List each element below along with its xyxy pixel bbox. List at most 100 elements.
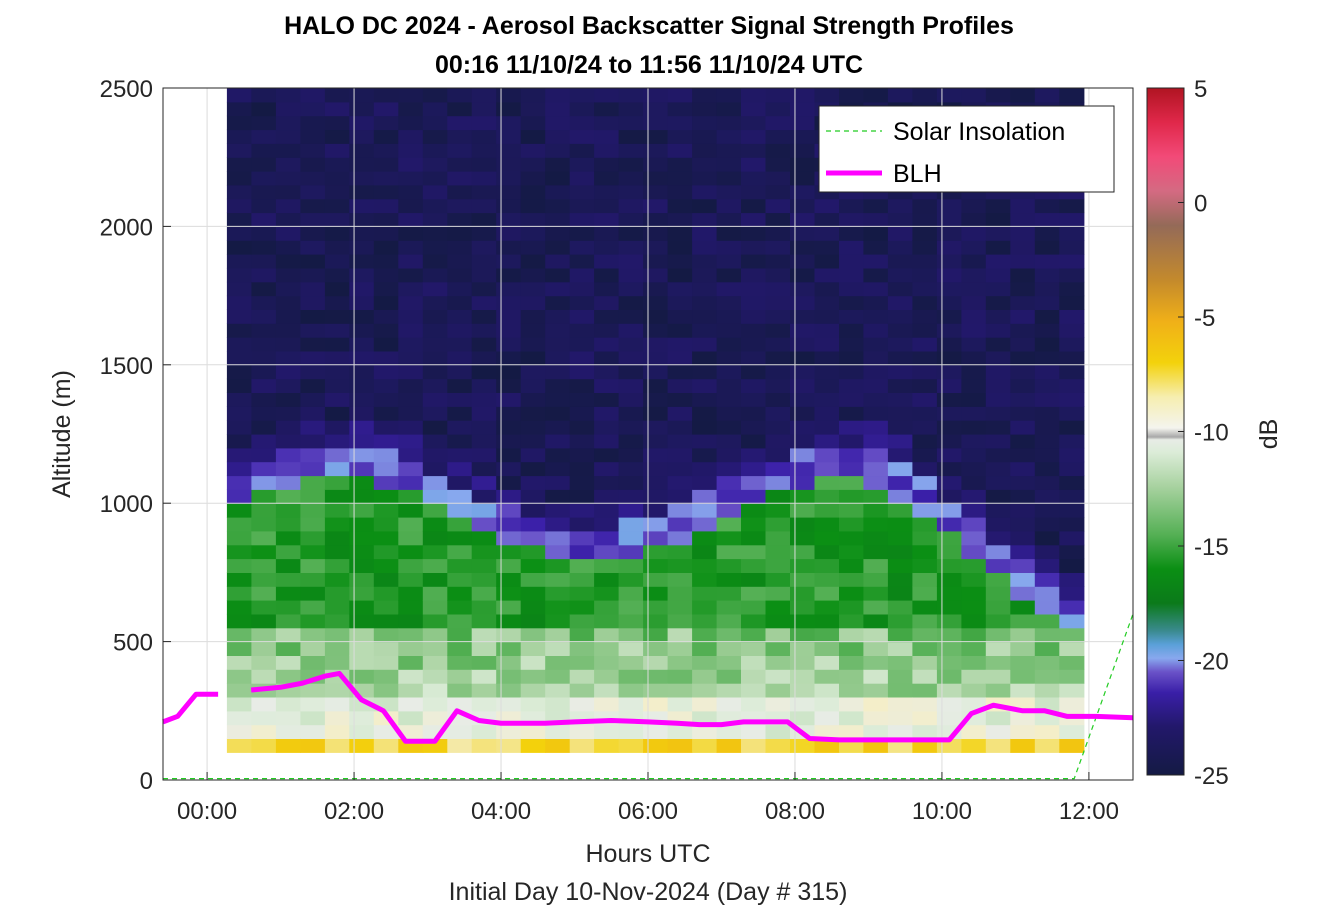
heatmap-cell [251,586,277,601]
heatmap-cell [887,641,913,656]
heatmap-cell [520,572,546,587]
heatmap-cell [839,351,865,366]
heatmap-cell [496,517,522,532]
heatmap-cell [961,406,987,421]
heatmap-cell [520,461,546,477]
heatmap-cell [373,655,399,670]
heatmap-cell [863,406,889,421]
y-tick-label: 1500 [100,353,153,380]
heatmap-cell [349,88,375,103]
heatmap-cell [373,378,399,393]
heatmap-cell [398,420,424,435]
heatmap-cell [275,323,301,338]
heatmap-cell [545,129,571,144]
heatmap-cell [912,240,938,255]
heatmap-cell [226,530,252,546]
heatmap-cell [1034,447,1060,463]
heatmap-cell [226,364,252,380]
heatmap-cell [496,558,522,573]
heatmap-cell [741,88,767,103]
heatmap-cell [643,281,669,297]
heatmap-cell [839,88,865,103]
heatmap-cell [471,309,497,324]
heatmap-cell [839,364,865,380]
heatmap-cell [765,627,791,643]
heatmap-cell [471,323,497,338]
heatmap-cell [643,171,669,186]
heatmap-cell [814,254,840,269]
heatmap-cell [741,309,767,324]
heatmap-cell [814,724,840,739]
heatmap-cell [569,88,595,103]
heatmap-cell [741,267,767,283]
heatmap-cell [887,309,913,324]
heatmap-cell [300,517,326,532]
heatmap-cell [349,184,375,200]
heatmap-cell [545,364,571,380]
heatmap-cell [618,697,644,712]
heatmap-cell [422,641,448,656]
heatmap-cell [887,503,913,518]
heatmap-cell [741,724,767,739]
heatmap-cell [692,489,718,504]
heatmap-cell [936,627,962,643]
heatmap-cell [790,558,816,573]
heatmap-cell [422,655,448,670]
heatmap-cell [324,641,350,656]
heatmap-cell [496,171,522,186]
heatmap-cell [985,503,1011,518]
heatmap-cell [275,710,301,726]
heatmap-cell [300,544,326,560]
heatmap-cell [692,392,718,407]
heatmap-cell [912,669,938,684]
heatmap-cell [496,364,522,380]
heatmap-cell [985,600,1011,615]
heatmap-cell [275,143,301,158]
heatmap-cell [594,212,620,227]
heatmap-cell [251,364,277,380]
heatmap-cell [765,558,791,573]
heatmap-cell [447,641,473,656]
heatmap-cell [985,309,1011,324]
heatmap-cell [471,143,497,158]
heatmap-cell [839,434,865,449]
heatmap-cell [349,517,375,532]
heatmap-cell [692,198,718,214]
heatmap-cell [471,447,497,463]
heatmap-cell [398,212,424,227]
heatmap-cell [1034,267,1060,283]
heatmap-cell [349,738,375,753]
heatmap-cell [226,544,252,560]
heatmap-cell [569,295,595,310]
plot-area: 00:00 02:00 04:00 06:00 08:00 10:00 12:00 0500… [100,76,1134,825]
heatmap-cell [496,434,522,449]
heatmap-cell [545,240,571,255]
heatmap-cell [1010,88,1036,103]
heatmap-cell [569,364,595,380]
heatmap-cell [496,88,522,103]
heatmap-cell [447,337,473,352]
heatmap-cell [398,240,424,255]
heatmap-cell [839,683,865,698]
heatmap-cell [496,212,522,227]
heatmap-cell [1059,530,1085,546]
heatmap-cell [569,309,595,324]
heatmap-cell [1034,240,1060,255]
heatmap-cell [349,198,375,214]
heatmap-cell [716,406,742,421]
heatmap-cell [741,613,767,629]
heatmap-cell [569,198,595,214]
heatmap-cell [863,337,889,352]
heatmap-cell [447,420,473,435]
heatmap-cell [667,558,693,573]
heatmap-cell [961,434,987,449]
heatmap-cell [251,738,277,753]
heatmap-cell [471,406,497,421]
heatmap-cell [422,143,448,158]
heatmap-cell [226,115,252,131]
heatmap-cell [545,295,571,310]
heatmap-cell [790,475,816,490]
heatmap-cell [985,738,1011,753]
heatmap-cell [422,184,448,200]
